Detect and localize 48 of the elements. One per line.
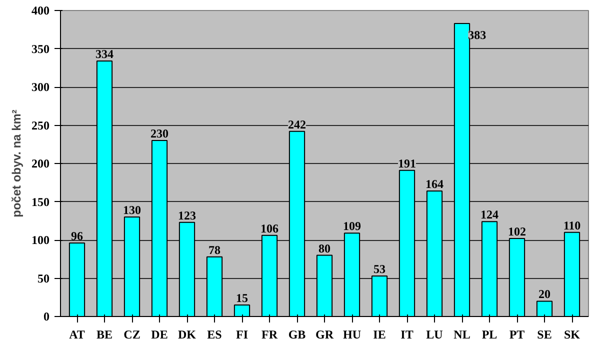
x-tick-label: GR <box>316 328 334 342</box>
data-label: 164 <box>426 177 444 192</box>
x-tick-label: BE <box>96 328 113 342</box>
y-axis-title: počet obyv. na km² <box>10 110 24 218</box>
data-label: 242 <box>288 117 306 132</box>
data-label: 53 <box>374 262 386 276</box>
x-tick-label: SK <box>564 328 581 342</box>
y-tick-label: 250 <box>32 118 50 132</box>
y-tick-label: 200 <box>32 156 50 170</box>
data-label: 106 <box>260 221 278 236</box>
x-tick-label: PT <box>509 328 525 342</box>
x-tick-label: DE <box>151 328 168 342</box>
x-tick-label: IT <box>400 328 414 342</box>
data-label: 20 <box>538 287 550 302</box>
x-tick-label: DK <box>178 328 197 342</box>
data-label: 334 <box>96 46 114 61</box>
data-label: 383 <box>468 28 486 42</box>
data-label: 102 <box>508 224 526 238</box>
data-label: 230 <box>150 126 168 141</box>
x-tick-label: NL <box>454 328 470 342</box>
y-tick-label: 50 <box>38 271 50 286</box>
data-label: 130 <box>123 203 141 218</box>
x-tick-label: PL <box>482 328 498 342</box>
data-label: 191 <box>398 156 416 170</box>
y-tick-label: 0 <box>44 310 50 324</box>
y-tick-label: 100 <box>32 233 50 247</box>
x-tick-label: FR <box>262 328 278 342</box>
data-label: 109 <box>343 219 361 234</box>
data-label: 15 <box>236 291 248 306</box>
y-tick-label: 150 <box>32 194 50 209</box>
x-tick-label: CZ <box>124 328 140 342</box>
data-label: 110 <box>563 218 581 232</box>
data-label: 96 <box>71 229 83 244</box>
data-label: 124 <box>480 208 498 222</box>
x-tick-label: HU <box>343 328 362 342</box>
data-label: 78 <box>208 242 220 257</box>
x-tick-label: LU <box>426 328 444 342</box>
y-tick-label: 400 <box>32 4 50 18</box>
y-tick-label: 350 <box>32 42 50 56</box>
x-tick-label: IE <box>373 328 386 342</box>
data-label: 123 <box>178 208 196 222</box>
x-tick-label: AT <box>69 328 85 342</box>
y-tick-label: 300 <box>32 80 50 94</box>
x-tick-label: ES <box>207 328 222 342</box>
x-tick-label: GB <box>288 328 306 342</box>
x-tick-label: FI <box>236 328 248 342</box>
x-tick-label: SE <box>537 328 552 342</box>
data-label: 80 <box>318 241 330 256</box>
